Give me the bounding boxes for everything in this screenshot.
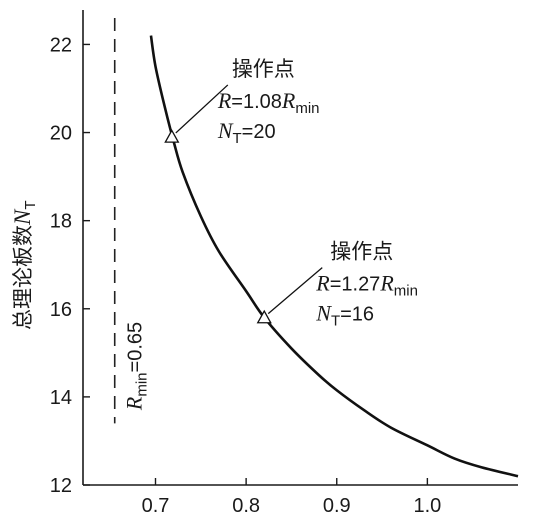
x-tick-label: 0.9 [323,495,351,517]
y-tick-label: 18 [50,211,72,233]
leader-line [175,84,229,134]
y-axis-title-group: 总理论板数NT [10,200,39,330]
rmin-reference: Rmin=0.65 [113,18,151,424]
x-tick-label: 0.8 [232,495,260,517]
operating-point-plates: NT=16 [315,301,374,330]
operating-point-reflux: R=1.08Rmin [217,88,320,117]
x-tick-label: 0.7 [142,495,170,517]
y-tick-label: 14 [50,387,72,409]
x-tick-label: 1.0 [413,495,441,517]
rmin-label: Rmin=0.65 [122,322,151,411]
operating-point-title: 操作点 [232,57,295,81]
operating-point-title: 操作点 [330,240,393,264]
y-tick-label: 12 [50,475,72,497]
triangle-marker [256,309,272,324]
leader-line [267,267,323,315]
y-tick-label: 16 [50,299,72,321]
triangle-marker [164,129,180,143]
operating-point-reflux: R=1.27Rmin [315,271,418,300]
operating-point-plates: NT=20 [217,118,276,147]
y-tick-label: 20 [50,123,72,145]
y-axis-title: 总理论板数NT [10,200,39,330]
y-tick-label: 22 [50,34,72,56]
axes: 0.7 0.8 0.9 1.0 12 14 16 18 20 22 [50,10,518,517]
